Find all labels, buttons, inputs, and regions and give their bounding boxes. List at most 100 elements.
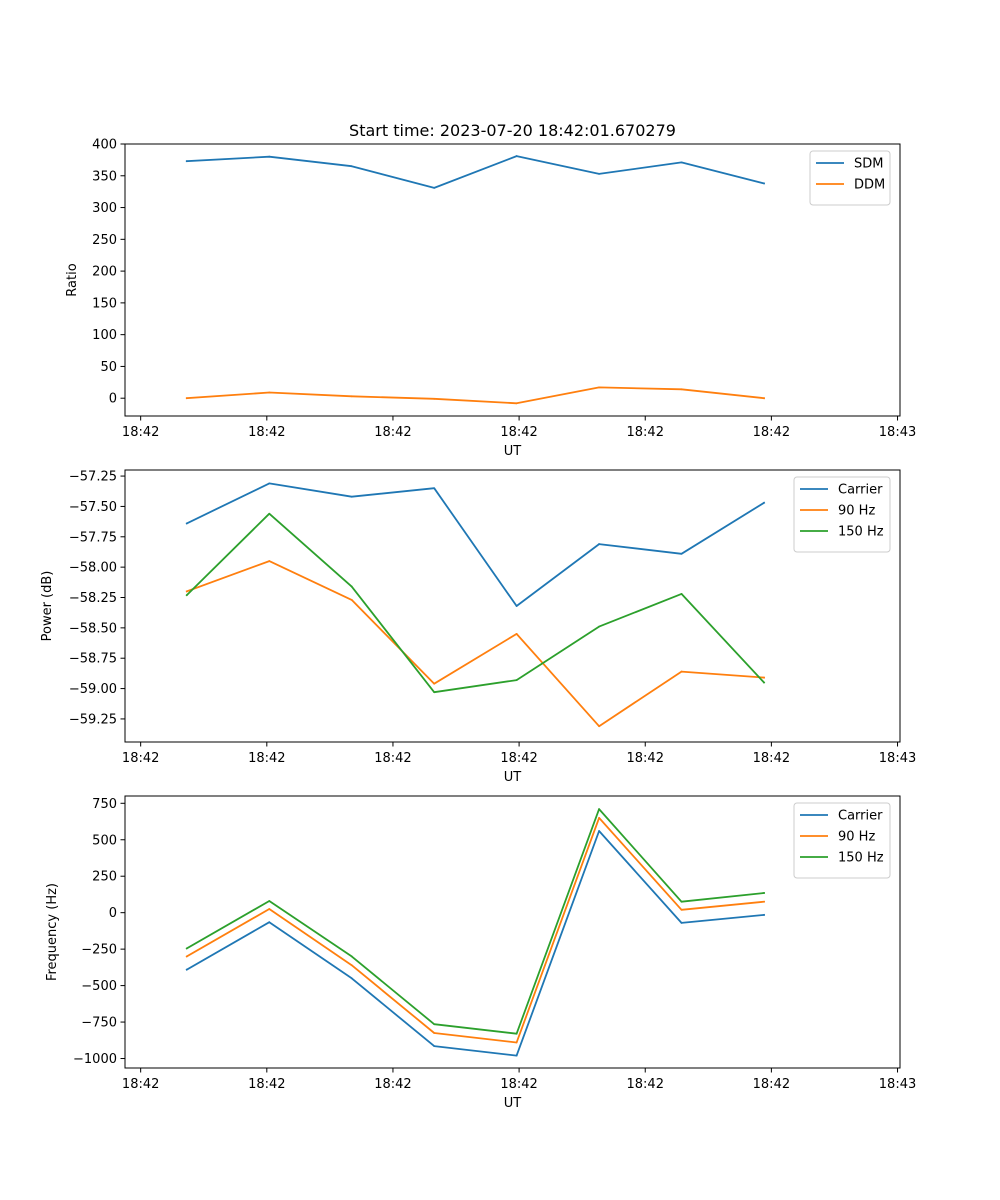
y-tick-label: 350 xyxy=(92,169,117,184)
y-tick-label: −57.25 xyxy=(69,470,117,485)
legend-label: 150 Hz xyxy=(838,851,884,866)
chart-panel-2: 18:42 18:42 18:42 18:42 18:42 18:42 18:43 −59.2… xyxy=(40,469,916,785)
data-point xyxy=(515,679,518,681)
y-tick-label: −59.25 xyxy=(69,712,117,727)
x-tick-label: 18:42 xyxy=(627,425,664,440)
x-tick-label: 18:43 xyxy=(879,425,916,440)
plot-area-frame xyxy=(124,469,901,743)
y-tick-label: 0 xyxy=(109,392,117,407)
legend-label: Carrier xyxy=(838,809,883,824)
data-point xyxy=(268,900,271,902)
y-tick-label: −58.50 xyxy=(69,621,117,636)
data-point xyxy=(763,397,765,400)
x-tick-label: 18:42 xyxy=(500,751,537,766)
y-axis-label: Frequency (Hz) xyxy=(45,883,60,981)
data-point xyxy=(515,155,518,157)
data-point xyxy=(433,1023,436,1026)
legend: SDM DDM xyxy=(809,150,891,206)
y-tick-label: −58.75 xyxy=(69,652,117,667)
data-point xyxy=(598,172,600,175)
figure-title: Start time: 2023-07-20 18:42:01.670279 xyxy=(349,121,676,140)
y-tick-label: −58.25 xyxy=(69,591,117,606)
legend: Carrier 90 Hz 150 Hz xyxy=(793,802,891,879)
x-tick-label: 18:42 xyxy=(753,425,790,440)
series-line-ddm xyxy=(185,386,765,405)
legend-label: SDM xyxy=(854,157,883,172)
data-point xyxy=(268,921,271,924)
plot-area-frame xyxy=(124,143,901,417)
y-tick-label: 150 xyxy=(92,296,117,311)
data-point xyxy=(350,495,353,498)
data-point xyxy=(763,182,765,185)
y-tick-label: 50 xyxy=(100,360,117,375)
x-tick-label: 18:43 xyxy=(879,751,916,766)
data-point xyxy=(598,625,600,628)
data-point xyxy=(515,1041,518,1044)
data-point xyxy=(268,512,271,515)
data-point xyxy=(268,391,271,394)
legend: Carrier 90 Hz 150 Hz xyxy=(793,476,891,553)
legend-box xyxy=(809,150,891,206)
data-point xyxy=(268,908,271,910)
data-point xyxy=(185,955,188,958)
y-tick-label: 250 xyxy=(92,870,117,885)
data-point xyxy=(515,1032,518,1035)
x-tick-label: 18:42 xyxy=(122,1077,159,1092)
y-tick-label: −500 xyxy=(81,979,117,994)
data-point xyxy=(680,908,683,911)
data-point xyxy=(185,968,188,971)
x-tick-label: 18:42 xyxy=(374,1077,411,1092)
data-point xyxy=(680,900,683,903)
x-tick-label: 18:42 xyxy=(374,751,411,766)
data-point xyxy=(763,900,765,903)
chart-panel-1: 18:42 18:42 18:42 18:42 18:42 18:42 18:43 0 50 10… xyxy=(65,138,916,460)
data-point xyxy=(350,964,353,967)
series-line-90-hz xyxy=(185,560,765,728)
x-tick-label: 18:42 xyxy=(753,1077,790,1092)
data-point xyxy=(515,633,518,635)
x-tick-label: 18:42 xyxy=(122,751,159,766)
y-tick-label: 0 xyxy=(109,906,117,921)
x-axis-label: UT xyxy=(504,770,522,785)
data-point xyxy=(598,543,600,545)
data-point xyxy=(350,977,353,980)
data-point xyxy=(763,913,765,916)
data-point xyxy=(515,402,518,405)
data-point xyxy=(185,397,188,400)
data-point xyxy=(185,522,188,525)
data-point xyxy=(680,161,683,164)
data-point xyxy=(598,808,600,811)
x-tick-label: 18:42 xyxy=(500,425,537,440)
data-point xyxy=(350,165,353,168)
y-tick-label: −250 xyxy=(81,943,117,958)
data-point xyxy=(433,186,436,189)
data-point xyxy=(433,1032,436,1034)
legend-label: DDM xyxy=(854,178,885,193)
y-tick-label: −58.00 xyxy=(69,561,117,576)
x-tick-label: 18:42 xyxy=(248,751,285,766)
data-point xyxy=(598,816,600,819)
series-line-90-hz xyxy=(185,817,765,1044)
y-tick-label: 100 xyxy=(92,328,117,343)
x-tick-label: 18:42 xyxy=(627,1077,664,1092)
series-line-carrier xyxy=(185,482,766,607)
data-point xyxy=(185,160,188,163)
plot-area-frame xyxy=(124,795,901,1069)
series-line-150-hz xyxy=(185,808,765,1035)
data-point xyxy=(680,592,683,595)
x-tick-label: 18:42 xyxy=(122,425,159,440)
x-tick-label: 18:42 xyxy=(248,1077,285,1092)
data-point xyxy=(598,386,600,389)
data-point xyxy=(763,892,765,894)
x-tick-label: 18:43 xyxy=(879,1077,916,1092)
chart-panel-3: 18:42 18:42 18:42 18:42 18:42 18:42 18:43 −1000… xyxy=(45,795,916,1111)
data-point xyxy=(185,590,188,593)
legend-label: 150 Hz xyxy=(838,525,884,540)
x-tick-label: 18:42 xyxy=(753,751,790,766)
y-axis-label: Power (dB) xyxy=(40,571,55,642)
series-line-carrier xyxy=(185,830,765,1057)
y-tick-label: 200 xyxy=(92,265,117,280)
data-point xyxy=(433,682,436,685)
y-tick-label: 400 xyxy=(92,138,117,153)
y-tick-label: −57.50 xyxy=(69,500,117,515)
